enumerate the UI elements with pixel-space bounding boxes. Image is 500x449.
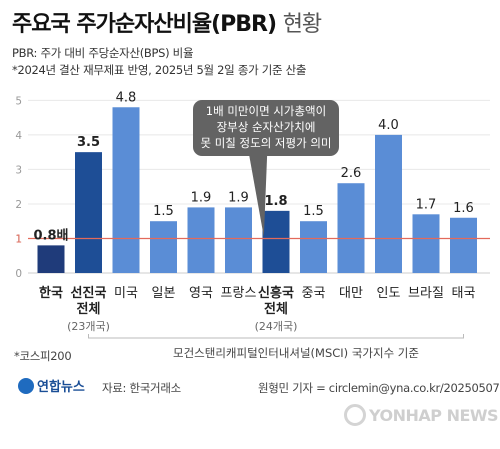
bar — [337, 183, 365, 273]
yonhap-news-watermark: YONHAP NEWS — [344, 404, 499, 426]
bar — [375, 134, 402, 273]
y-tick-label: 2 — [15, 199, 22, 211]
data-label: 1.9 — [191, 190, 212, 205]
x-tick-label: 중국 — [302, 286, 326, 301]
data-label: 3.5 — [77, 135, 100, 150]
data-label: 1.9 — [228, 190, 249, 205]
bar — [37, 245, 65, 273]
subtitle-definition: PBR: 주가 대비 주당순자산(BPS) 비율 — [12, 46, 194, 60]
bar — [112, 107, 140, 273]
data-label: 1.8 — [264, 194, 287, 209]
page-title: 주요국 주가순자산비율(PBR) 현황 — [12, 12, 322, 37]
yonhap-logo: 연합뉴스 — [18, 376, 85, 395]
msci-label: 모건스탠리캐피털인터내셔널(MSCI) 국가지수 기준 — [173, 346, 419, 360]
data-label: 1.6 — [453, 201, 474, 216]
y-tick-label: 1 — [15, 233, 22, 245]
bar — [187, 207, 215, 273]
x-tick-label: 신흥국 — [258, 285, 294, 301]
data-label: 4.0 — [378, 118, 399, 133]
bar — [412, 214, 440, 273]
callout-box: 1배 미만이면 시가총액이 장부상 순자산가치에 못 미칠 정도의 저평가 의미 — [193, 100, 339, 156]
watermark-icon — [344, 404, 366, 426]
bar — [262, 210, 290, 273]
y-tick-label: 3 — [15, 164, 22, 176]
x-tick-label: 전체 — [77, 301, 101, 317]
source-text: 자료: 한국거래소 — [102, 381, 181, 395]
bar — [75, 152, 102, 273]
data-label: 1.5 — [303, 204, 324, 219]
y-tick-label: 0 — [15, 268, 22, 280]
bar — [150, 221, 177, 273]
x-tick-label: 미국 — [114, 286, 138, 301]
x-tick-label: 브라질 — [408, 286, 444, 301]
x-tick-label: 일본 — [152, 286, 176, 301]
bar — [225, 207, 252, 273]
x-tick-label: 전체 — [264, 301, 288, 317]
bar — [450, 217, 477, 273]
x-tick-label: 프랑스 — [221, 286, 257, 301]
footnote: *코스피200 — [14, 349, 72, 363]
x-tick-label: 인도 — [377, 286, 401, 301]
x-tick-label: 대만 — [339, 286, 363, 301]
reference-tick-label: 1 — [15, 233, 22, 245]
data-label: 0.8배 — [34, 227, 69, 243]
yonhap-logo-icon — [18, 378, 34, 394]
x-tick-label: 한국 — [39, 285, 63, 301]
msci-bracket — [88, 334, 464, 339]
y-tick-label: 5 — [15, 95, 22, 107]
data-label: 4.8 — [116, 90, 137, 105]
x-tick-label: 영국 — [189, 286, 213, 301]
credit-text: 원형민 기자 = circlemin@yna.co.kr/20250507 — [258, 381, 500, 395]
callout-line: 1배 미만이면 시가총액이 — [205, 104, 327, 118]
subtitle-note: *2024년 결산 재무제표 반영, 2025년 5월 2일 종가 기준 산출 — [12, 63, 307, 77]
data-label: 2.6 — [341, 166, 362, 181]
data-label: 1.5 — [153, 204, 174, 219]
title-suffix: 현황 — [282, 12, 322, 37]
callout-line: 못 미칠 정도의 저평가 의미 — [200, 136, 332, 150]
x-tick-label: 선진국 — [71, 285, 107, 301]
x-tick-label: 태국 — [452, 286, 476, 301]
bar — [300, 221, 327, 273]
data-label: 1.7 — [416, 197, 437, 212]
y-tick-label: 4 — [15, 130, 22, 142]
group-note-emerging: (24개국) — [255, 320, 298, 333]
callout-line: 장부상 순자산가치에 — [216, 120, 316, 134]
group-note-developed: (23개국) — [67, 320, 110, 333]
